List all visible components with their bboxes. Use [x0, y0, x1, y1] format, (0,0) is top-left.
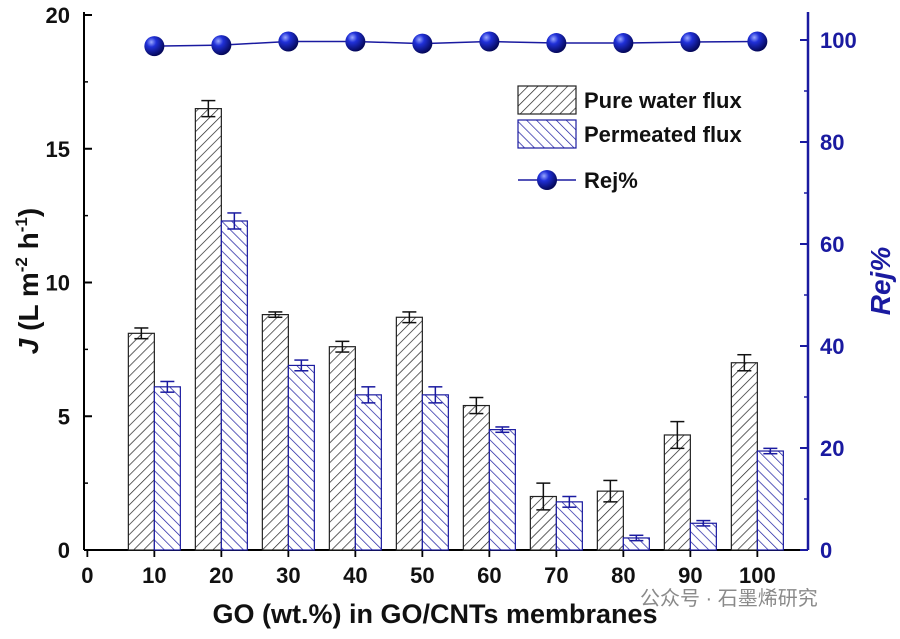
bar-pure-water-50	[395, 316, 423, 551]
x-tick-label: 30	[276, 563, 300, 588]
legend-marker-rej	[537, 170, 557, 190]
left-tick-label: 5	[58, 404, 70, 429]
y-axis-label-left: J (L m-2 h-1)	[12, 208, 44, 354]
rej-point-70	[546, 33, 567, 54]
rej-point-30	[278, 31, 299, 52]
left-tick-label: 20	[46, 3, 70, 28]
y-axis-label-right: Rej%	[865, 247, 896, 316]
bar-permeated-70	[555, 501, 583, 551]
rej-series	[144, 31, 768, 57]
bar-pure-water-90	[663, 434, 691, 551]
right-tick-label: 0	[820, 538, 832, 563]
bar-pure-water-100	[730, 362, 758, 551]
bar-permeated-90	[689, 522, 717, 551]
x-tick-label: 60	[477, 563, 501, 588]
x-tick-label: 80	[611, 563, 635, 588]
right-tick-label: 60	[820, 232, 844, 257]
rej-line-path	[154, 40, 758, 47]
x-tick-label: 70	[544, 563, 568, 588]
legend-label-pure-water: Pure water flux	[584, 88, 742, 113]
x-ticks: 0 10 20 30 40 50 60 70 80 90 100	[81, 550, 776, 588]
rej-point-100	[747, 31, 768, 52]
rej-point-20	[211, 35, 232, 56]
bar-permeated-100	[756, 450, 784, 551]
x-tick-label: 40	[343, 563, 367, 588]
bar-permeated-30	[287, 364, 315, 551]
bar-permeated-10	[153, 386, 181, 551]
bars	[127, 108, 784, 551]
legend-label-permeated: Permeated flux	[584, 122, 742, 147]
left-ticks: 0 5 10 15 20	[46, 3, 92, 563]
rej-point-10	[144, 36, 165, 57]
legend-swatch-pure-water	[517, 85, 577, 115]
bar-permeated-50	[421, 394, 449, 551]
x-axis-label: GO (wt.%) in GO/CNTs membranes	[212, 599, 657, 629]
legend-swatch-permeated	[517, 119, 577, 149]
right-tick-label: 20	[820, 436, 844, 461]
x-tick-label: 50	[410, 563, 434, 588]
bar-permeated-20	[220, 220, 248, 551]
x-tick-label: 0	[81, 563, 93, 588]
x-tick-label: 100	[739, 563, 776, 588]
bar-permeated-40	[354, 394, 382, 551]
bar-permeated-60	[488, 429, 516, 551]
left-tick-label: 10	[46, 271, 70, 296]
error-bars	[134, 99, 778, 542]
right-tick-label: 80	[820, 130, 844, 155]
rej-point-60	[479, 31, 500, 52]
legend-label-rej: Rej%	[584, 168, 638, 193]
bar-pure-water-40	[328, 346, 356, 551]
bar-pure-water-10	[127, 332, 155, 551]
bar-pure-water-60	[462, 404, 490, 551]
bar-pure-water-20	[194, 108, 222, 551]
bar-pure-water-30	[261, 314, 289, 551]
right-tick-label: 100	[820, 28, 857, 53]
rej-point-50	[412, 33, 433, 54]
rej-point-90	[680, 32, 701, 53]
legend: Pure water flux Permeated flux Rej%	[517, 85, 742, 193]
rej-point-80	[613, 33, 634, 54]
watermark-text: 公众号 · 石墨烯研究	[640, 587, 818, 610]
rej-point-40	[345, 31, 366, 52]
left-tick-label: 0	[58, 538, 70, 563]
left-tick-label: 15	[46, 137, 70, 162]
right-ticks: 0 20 40 60 80 100	[800, 28, 857, 563]
x-tick-label: 10	[142, 563, 166, 588]
x-tick-label: 20	[209, 563, 233, 588]
right-tick-label: 40	[820, 334, 844, 359]
x-tick-label: 90	[678, 563, 702, 588]
